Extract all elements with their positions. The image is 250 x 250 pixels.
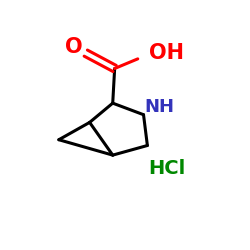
Text: O: O <box>66 37 83 57</box>
Text: OH: OH <box>149 43 184 63</box>
Text: NH: NH <box>144 98 174 116</box>
Text: HCl: HCl <box>148 159 185 178</box>
